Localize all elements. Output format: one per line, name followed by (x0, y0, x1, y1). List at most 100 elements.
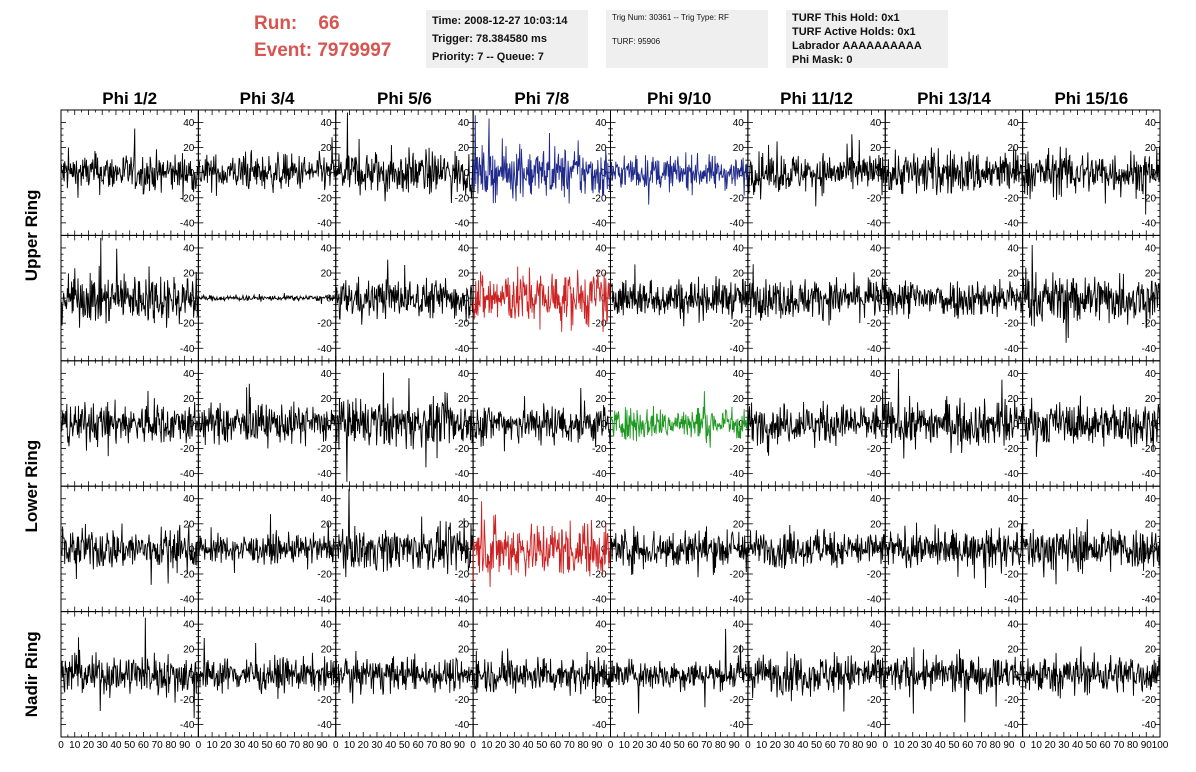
y-tick-label: -40 (592, 218, 607, 229)
y-tick-label: 20 (458, 394, 470, 405)
x-tick-label: 30 (1058, 740, 1070, 751)
y-tick-label: 40 (1008, 118, 1020, 129)
y-tick-label: 20 (870, 269, 882, 280)
y-tick-label: -40 (1142, 218, 1157, 229)
column-header: Phi 7/8 (514, 89, 569, 108)
x-tick-label: 0 (608, 740, 614, 751)
x-tick-label: 60 (275, 740, 287, 751)
y-tick-label: -40 (867, 218, 882, 229)
y-tick-label: -20 (1004, 193, 1019, 204)
y-tick-label: -40 (867, 595, 882, 606)
y-tick-label: 20 (733, 645, 745, 656)
y-tick-label: 20 (1008, 645, 1020, 656)
waveform-trace (610, 264, 749, 327)
y-tick-label: -20 (729, 569, 744, 580)
waveform-trace (1022, 245, 1161, 343)
waveform-trace (60, 390, 199, 457)
y-tick-label: 40 (183, 243, 195, 254)
waveform-trace (747, 388, 886, 456)
y-tick-label: 0 (876, 670, 882, 681)
y-tick-label: -20 (1142, 193, 1157, 204)
x-tick-label: 70 (1113, 740, 1125, 751)
y-tick-label: 40 (733, 118, 745, 129)
y-tick-label: -20 (867, 444, 882, 455)
y-tick-label: -20 (317, 193, 332, 204)
row-label: Upper Ring (22, 190, 41, 282)
y-tick-label: -40 (455, 720, 470, 731)
y-tick-label: -40 (317, 344, 332, 355)
y-tick-label: 20 (1008, 394, 1020, 405)
y-tick-label: -20 (867, 569, 882, 580)
y-tick-label: -20 (729, 444, 744, 455)
x-tick-label: 60 (138, 740, 150, 751)
waveform-trace (197, 292, 337, 305)
y-tick-label: 20 (1145, 645, 1157, 656)
waveform-trace (610, 391, 749, 448)
y-tick-label: 40 (595, 118, 607, 129)
y-tick-label: 40 (321, 118, 333, 129)
y-tick-label: 20 (1145, 519, 1157, 530)
waveform-trace (335, 650, 474, 704)
x-tick-label: 30 (921, 740, 933, 751)
y-tick-label: 40 (1008, 494, 1020, 505)
x-tick-label: 70 (701, 740, 713, 751)
y-tick-label: 20 (183, 143, 195, 154)
y-tick-label: 40 (1145, 118, 1157, 129)
y-tick-label: -40 (592, 469, 607, 480)
waveform-trace (60, 237, 199, 328)
x-tick-label: 40 (660, 740, 672, 751)
x-tick-label: 10 (344, 740, 356, 751)
x-tick-label: 20 (907, 740, 919, 751)
trigger-info-box: Time: 2008-12-27 10:03:14 Trigger: 78.38… (426, 10, 588, 68)
x-tick-label: 70 (564, 740, 576, 751)
y-tick-label: 20 (1145, 269, 1157, 280)
waveform-trace (610, 525, 749, 578)
x-tick-label: 90 (1003, 740, 1015, 751)
y-tick-label: -40 (180, 720, 195, 731)
waveform-trace (1022, 519, 1161, 585)
x-tick-label: 80 (303, 740, 315, 751)
y-tick-label: -40 (180, 469, 195, 480)
y-tick-label: -40 (1142, 469, 1157, 480)
y-tick-label: 40 (733, 494, 745, 505)
waveform-trace (610, 152, 749, 205)
y-tick-label: 20 (183, 394, 195, 405)
y-tick-label: 20 (321, 519, 333, 530)
y-tick-label: -40 (592, 344, 607, 355)
y-tick-label: -20 (1004, 444, 1019, 455)
x-tick-label: 30 (784, 740, 796, 751)
y-tick-label: 0 (1150, 544, 1156, 555)
x-tick-label: 40 (935, 740, 947, 751)
y-tick-label: 20 (321, 394, 333, 405)
waveform-trace (335, 372, 474, 482)
y-tick-label: 0 (601, 419, 607, 430)
y-tick-label: 40 (1145, 494, 1157, 505)
x-tick-label: 70 (976, 740, 988, 751)
x-tick-label: 10 (893, 740, 905, 751)
waveform-trace (747, 134, 886, 207)
y-tick-label: -40 (729, 720, 744, 731)
y-tick-label: 40 (870, 369, 882, 380)
y-tick-label: 0 (189, 419, 195, 430)
y-tick-label: 40 (183, 369, 195, 380)
y-tick-label: -20 (729, 319, 744, 330)
x-tick-label: 20 (220, 740, 232, 751)
waveform-trace (60, 617, 199, 719)
y-tick-label: 40 (1145, 243, 1157, 254)
x-tick-label: 50 (674, 740, 686, 751)
y-tick-label: 20 (183, 269, 195, 280)
y-tick-label: -20 (1004, 319, 1019, 330)
x-tick-label: 50 (124, 740, 136, 751)
run-label: Run: (254, 13, 298, 34)
x-tick-label: 20 (358, 740, 370, 751)
y-tick-label: 40 (870, 620, 882, 631)
waveform-trace (884, 647, 1024, 723)
y-tick-label: 40 (1145, 369, 1157, 380)
x-tick-label: 0 (1020, 740, 1026, 751)
y-tick-label: 0 (326, 419, 332, 430)
y-tick-label: -20 (455, 444, 470, 455)
x-tick-label: 10 (1031, 740, 1043, 751)
x-tick-label: 80 (852, 740, 864, 751)
y-tick-label: 40 (595, 620, 607, 631)
y-tick-label: 0 (464, 168, 470, 179)
